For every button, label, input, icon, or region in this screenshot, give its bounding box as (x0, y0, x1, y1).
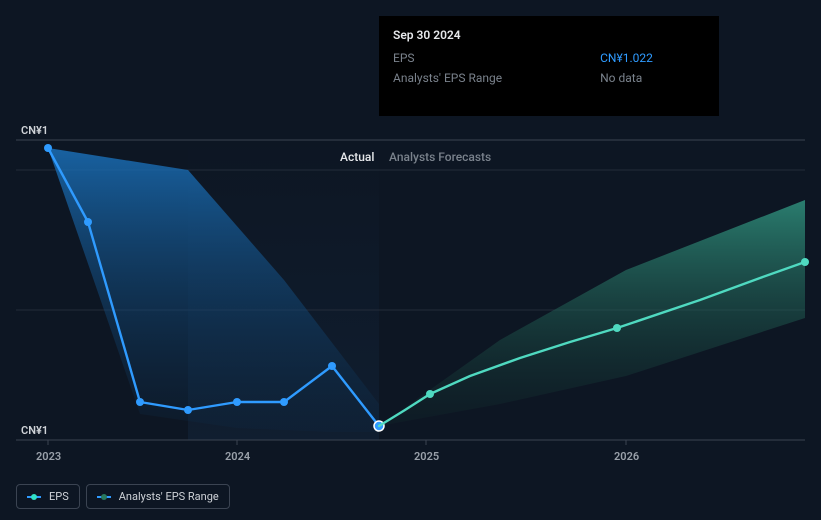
y-axis-label-bottom: CN¥1 (21, 424, 48, 437)
x-axis-tick-label: 2025 (414, 450, 439, 463)
legend-swatch (27, 493, 41, 501)
legend-item-analysts-range[interactable]: Analysts' EPS Range (86, 484, 230, 509)
x-axis-tick-label: 2024 (225, 450, 250, 463)
region-label-actual: Actual (340, 150, 374, 164)
legend-label: EPS (49, 490, 69, 503)
x-axis-tick-label: 2026 (614, 450, 639, 463)
tooltip-row-label: EPS (393, 48, 580, 68)
tooltip-row-label: Analysts' EPS Range (393, 68, 580, 88)
y-axis-label-top: CN¥1 (21, 124, 48, 137)
tooltip-table: EPS CN¥1.022 Analysts' EPS Range No data (393, 48, 705, 88)
legend-label: Analysts' EPS Range (119, 490, 219, 503)
tooltip-row-value: CN¥1.022 (580, 48, 705, 68)
tooltip: Sep 30 2024 EPS CN¥1.022 Analysts' EPS R… (379, 16, 719, 116)
region-label-forecast: Analysts Forecasts (389, 150, 491, 164)
tooltip-row: Analysts' EPS Range No data (393, 68, 705, 88)
x-axis-tick-label: 2023 (36, 450, 61, 463)
legend-item-eps[interactable]: EPS (16, 484, 80, 509)
tooltip-date: Sep 30 2024 (393, 26, 705, 44)
tooltip-row: EPS CN¥1.022 (393, 48, 705, 68)
legend-swatch (97, 493, 111, 501)
tooltip-row-value: No data (580, 68, 705, 88)
legend: EPS Analysts' EPS Range (16, 484, 230, 509)
chart-root: Sep 30 2024 EPS CN¥1.022 Analysts' EPS R… (0, 0, 821, 520)
